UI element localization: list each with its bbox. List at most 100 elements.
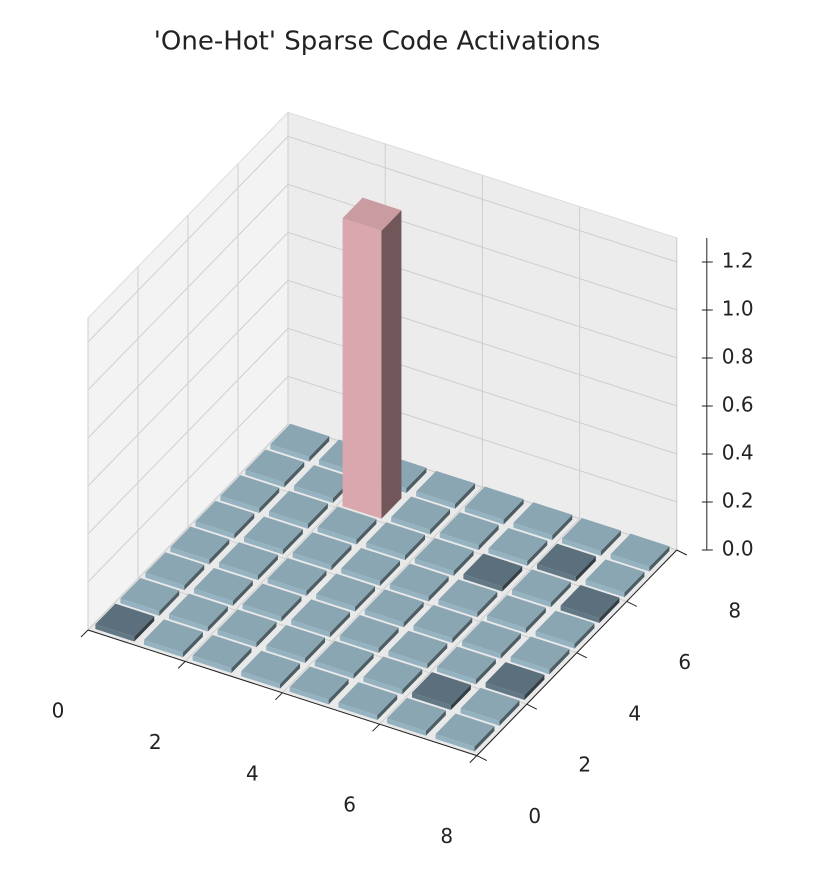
chart-title: 'One-Hot' Sparse Code Activations [154, 27, 601, 57]
bar-top [170, 526, 230, 560]
bar-side [499, 700, 520, 726]
y-tick [626, 600, 638, 607]
bar-top [461, 620, 521, 654]
bar-top [463, 553, 523, 587]
bar-front [266, 645, 306, 663]
bar-top [292, 532, 352, 566]
bar-side [502, 566, 523, 592]
bar-side [427, 643, 448, 669]
bar-top [242, 583, 302, 617]
bar-side [209, 539, 230, 565]
bar-side [380, 560, 401, 586]
bar-side [430, 509, 451, 535]
bar-side [257, 554, 278, 581]
bar-side [649, 546, 670, 572]
bar [242, 583, 302, 622]
bar-top [610, 533, 670, 567]
y-tick [526, 703, 538, 710]
bar-side [134, 616, 155, 642]
bar [438, 579, 498, 618]
bar-front [145, 572, 185, 591]
z-tick-label: 0.4 [722, 441, 754, 465]
bar-top [241, 650, 301, 684]
bar [366, 522, 426, 561]
bar-front [386, 718, 426, 736]
bar [192, 635, 252, 673]
bar [145, 552, 205, 591]
bar [143, 619, 203, 658]
grid-line [87, 232, 289, 439]
bar-side [330, 611, 351, 638]
bar [488, 527, 548, 566]
bar [341, 547, 401, 586]
bar-front [414, 558, 454, 576]
bar-front [561, 538, 601, 556]
bar-top [366, 522, 426, 556]
bar-front [292, 552, 332, 571]
bar-front [488, 548, 528, 566]
bar [292, 532, 352, 571]
bar-top [388, 630, 448, 664]
bar-top [245, 449, 305, 483]
bar-side [500, 633, 521, 659]
bar-front [120, 598, 160, 616]
bar-top [193, 567, 253, 602]
bar-front [610, 554, 650, 572]
grid-line [87, 376, 289, 583]
y-tick-label: 2 [578, 753, 591, 777]
bar [170, 526, 230, 565]
bar-top [486, 595, 546, 629]
bar-front [436, 667, 476, 685]
bar [461, 620, 521, 659]
bar-front [486, 615, 526, 633]
bar-side [550, 581, 571, 608]
bar [267, 557, 327, 596]
bar-side [207, 606, 228, 632]
bar-front [435, 734, 475, 752]
bar-front [270, 444, 310, 462]
grid-line [87, 280, 289, 487]
bar-front [168, 614, 208, 632]
y-tick-label: 6 [678, 650, 691, 674]
bar-front [317, 527, 357, 545]
bar-side [256, 621, 277, 648]
bar [95, 603, 155, 642]
bar-side [282, 529, 303, 555]
bar-side [182, 631, 203, 658]
y-tick [676, 549, 688, 556]
bar-front [339, 635, 379, 653]
bar-side [503, 499, 524, 525]
bar-top [293, 465, 353, 499]
bar-top [435, 713, 495, 747]
bar-side [378, 627, 399, 653]
bar-front [463, 574, 503, 592]
bar [386, 697, 446, 736]
bar-side [455, 483, 476, 509]
bar-side [159, 590, 180, 616]
bar-front [510, 657, 550, 675]
bar [436, 646, 496, 685]
bar-side [355, 586, 376, 612]
bar-top [585, 559, 645, 593]
z-tick-label: 0.8 [722, 345, 754, 369]
bar-front [413, 625, 453, 643]
bar-side [450, 684, 471, 711]
bar-side [234, 513, 255, 539]
bar-top [464, 486, 524, 520]
bar [266, 625, 326, 663]
bar [610, 533, 670, 572]
bar [435, 713, 495, 752]
bar-side [309, 436, 330, 462]
bar-front [316, 594, 356, 612]
z-tick-label: 1.2 [722, 249, 754, 273]
bar-side [549, 649, 570, 675]
bar-front [192, 655, 232, 673]
bar-front [366, 542, 406, 561]
bar-top [95, 603, 155, 637]
bar [460, 687, 520, 726]
bar-front [268, 511, 308, 529]
bar-top [510, 636, 570, 670]
bar-top [195, 500, 255, 534]
bar-side [356, 519, 377, 545]
bar-front [341, 568, 381, 586]
